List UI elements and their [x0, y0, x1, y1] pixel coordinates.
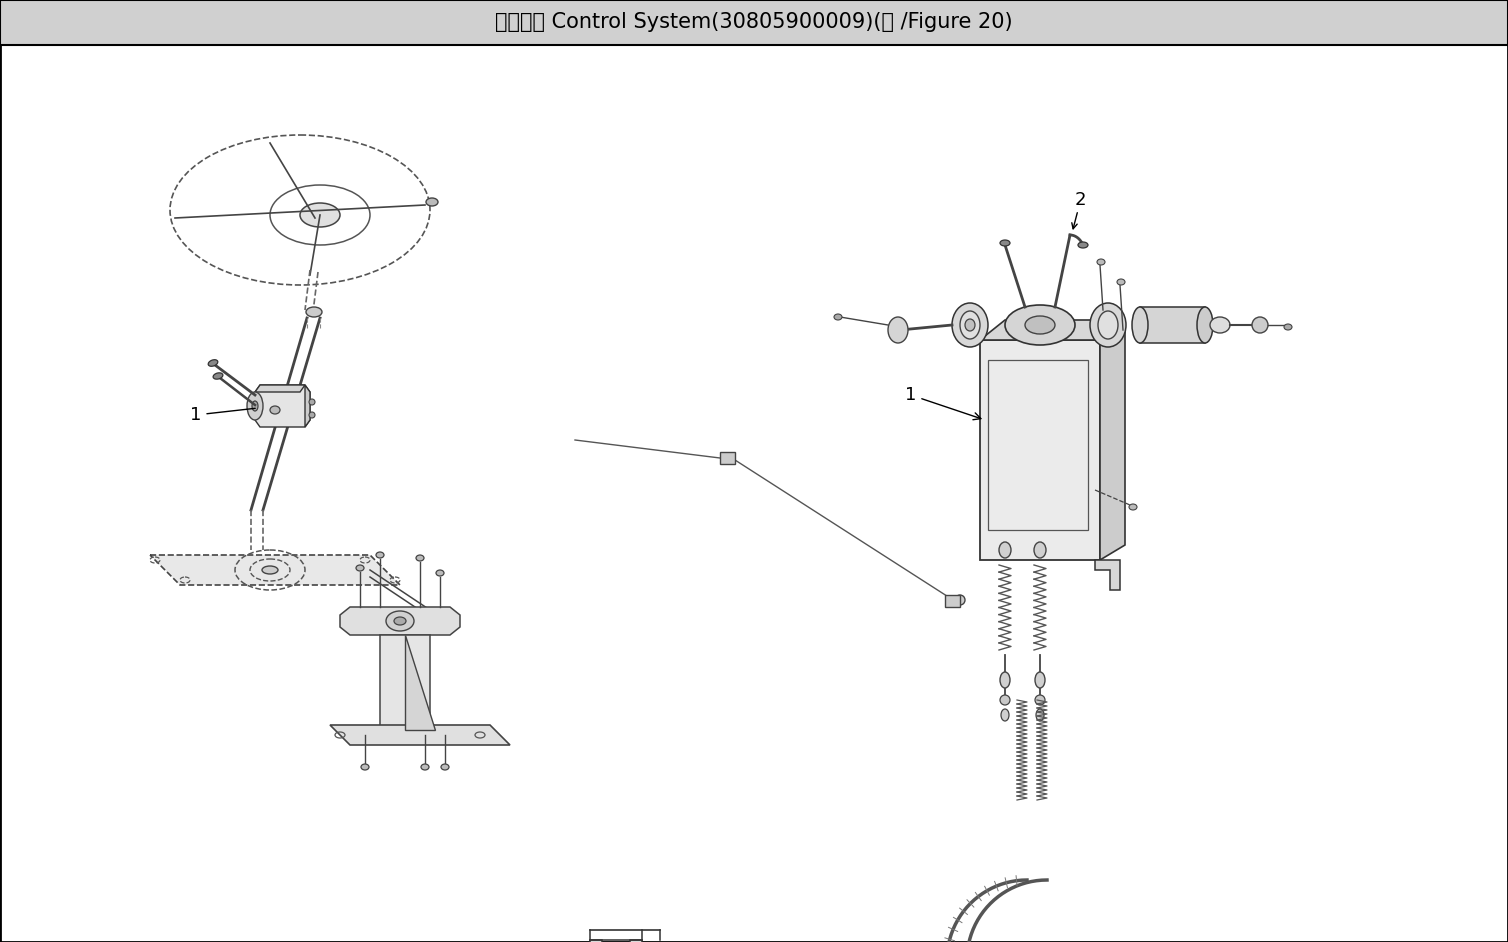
Ellipse shape: [300, 203, 339, 227]
Ellipse shape: [1036, 709, 1044, 721]
Ellipse shape: [270, 406, 280, 414]
Ellipse shape: [1000, 672, 1010, 688]
Ellipse shape: [306, 307, 323, 317]
Polygon shape: [1099, 320, 1125, 560]
Ellipse shape: [213, 373, 223, 380]
Ellipse shape: [952, 303, 988, 347]
Text: 1: 1: [905, 386, 980, 420]
Polygon shape: [980, 320, 1125, 340]
Ellipse shape: [360, 764, 369, 770]
Polygon shape: [1095, 560, 1120, 590]
Polygon shape: [590, 940, 602, 942]
Ellipse shape: [1078, 242, 1087, 248]
Polygon shape: [255, 385, 305, 392]
Ellipse shape: [1034, 672, 1045, 688]
Ellipse shape: [1034, 542, 1047, 558]
Ellipse shape: [1090, 303, 1126, 347]
Ellipse shape: [1001, 709, 1009, 721]
Ellipse shape: [955, 595, 965, 605]
Ellipse shape: [1034, 695, 1045, 705]
Ellipse shape: [208, 360, 217, 366]
Text: 2: 2: [1075, 191, 1086, 209]
Polygon shape: [406, 635, 434, 730]
FancyBboxPatch shape: [719, 452, 734, 464]
Ellipse shape: [1133, 307, 1148, 343]
Ellipse shape: [888, 317, 908, 343]
Ellipse shape: [1000, 695, 1010, 705]
Ellipse shape: [375, 552, 385, 558]
Ellipse shape: [356, 565, 363, 571]
FancyBboxPatch shape: [980, 340, 1099, 560]
Ellipse shape: [425, 198, 437, 206]
Ellipse shape: [394, 617, 406, 625]
Text: 1: 1: [190, 406, 255, 424]
Ellipse shape: [1209, 317, 1231, 333]
Ellipse shape: [1098, 311, 1117, 339]
Ellipse shape: [436, 570, 443, 576]
Ellipse shape: [1004, 305, 1075, 345]
FancyBboxPatch shape: [1140, 307, 1205, 343]
Ellipse shape: [1129, 504, 1137, 510]
Ellipse shape: [965, 319, 976, 331]
Ellipse shape: [386, 611, 415, 631]
Polygon shape: [339, 607, 460, 635]
Polygon shape: [630, 940, 642, 942]
Ellipse shape: [416, 555, 424, 561]
Ellipse shape: [1197, 307, 1212, 343]
Ellipse shape: [309, 399, 315, 405]
Ellipse shape: [309, 412, 315, 418]
Ellipse shape: [1252, 317, 1268, 333]
Ellipse shape: [1283, 324, 1292, 330]
Ellipse shape: [1025, 316, 1056, 334]
Ellipse shape: [252, 401, 258, 411]
Ellipse shape: [998, 542, 1010, 558]
Polygon shape: [149, 555, 400, 585]
Ellipse shape: [1096, 259, 1105, 265]
Ellipse shape: [834, 314, 841, 320]
Ellipse shape: [1117, 279, 1125, 285]
Ellipse shape: [1000, 240, 1010, 246]
Ellipse shape: [440, 764, 449, 770]
Ellipse shape: [262, 566, 277, 574]
Polygon shape: [380, 635, 430, 735]
Ellipse shape: [247, 392, 262, 420]
Polygon shape: [255, 385, 311, 427]
Ellipse shape: [421, 764, 428, 770]
FancyBboxPatch shape: [0, 0, 1508, 45]
FancyBboxPatch shape: [946, 595, 961, 607]
Ellipse shape: [961, 311, 980, 339]
Polygon shape: [305, 385, 311, 427]
Text: 操作系统 Control System(30805900009)(图 /Figure 20): 操作系统 Control System(30805900009)(图 /Figu…: [495, 12, 1013, 33]
Polygon shape: [330, 725, 510, 745]
